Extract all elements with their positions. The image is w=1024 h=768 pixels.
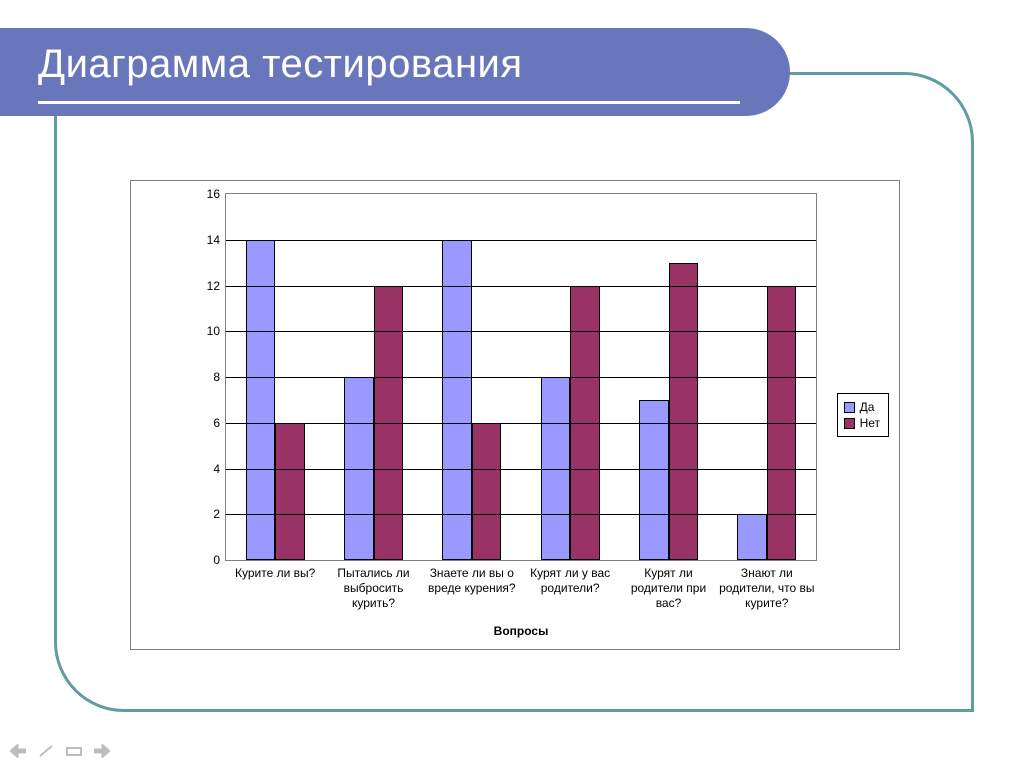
gridline xyxy=(226,240,816,241)
y-tick-label: 10 xyxy=(207,324,220,338)
y-tick-label: 8 xyxy=(213,370,220,384)
gridline xyxy=(226,377,816,378)
gridline xyxy=(226,286,816,287)
bar xyxy=(246,240,276,560)
menu-icon[interactable] xyxy=(66,744,82,758)
x-category-label: Знаете ли вы о вреде курения? xyxy=(423,566,521,596)
prev-slide-icon[interactable] xyxy=(10,744,26,758)
y-tick-label: 14 xyxy=(207,233,220,247)
gridline xyxy=(226,423,816,424)
gridline xyxy=(226,514,816,515)
y-tick-label: 0 xyxy=(213,553,220,567)
x-axis-title: Вопросы xyxy=(494,624,549,638)
legend: Да Нет xyxy=(837,393,889,437)
legend-label: Да xyxy=(860,400,875,414)
y-tick-label: 2 xyxy=(213,507,220,521)
slide-title: Диаграмма тестирования xyxy=(38,42,523,87)
plot-area: Вопросы 0246810121416Курите ли вы?Пытали… xyxy=(225,193,817,561)
nav-controls xyxy=(10,744,110,758)
x-category-label: Знают ли родители, что вы курите? xyxy=(718,566,816,611)
bar xyxy=(442,240,472,560)
y-tick-label: 16 xyxy=(207,187,220,201)
legend-swatch xyxy=(844,418,855,429)
bar xyxy=(737,514,767,560)
y-tick-label: 12 xyxy=(207,279,220,293)
chart-container: Количество человек из 20 опрошенных Вопр… xyxy=(130,180,900,650)
header-underline xyxy=(38,101,740,104)
x-category-label: Курите ли вы? xyxy=(226,566,324,581)
legend-label: Нет xyxy=(860,416,880,430)
legend-swatch xyxy=(844,402,855,413)
bar xyxy=(275,423,305,560)
y-tick-label: 6 xyxy=(213,416,220,430)
x-category-label: Курят ли родители при вас? xyxy=(619,566,717,611)
bar xyxy=(472,423,502,560)
chart-inner: Количество человек из 20 опрошенных Вопр… xyxy=(195,193,817,561)
x-category-label: Пытались ли выбросить курить? xyxy=(324,566,422,611)
next-slide-icon[interactable] xyxy=(94,744,110,758)
x-category-label: Курят ли у вас родители? xyxy=(521,566,619,596)
legend-item: Нет xyxy=(844,416,880,430)
gridline xyxy=(226,469,816,470)
pen-icon[interactable] xyxy=(38,744,54,758)
gridline xyxy=(226,331,816,332)
bar xyxy=(669,263,699,560)
y-tick-label: 4 xyxy=(213,462,220,476)
bar xyxy=(639,400,669,560)
legend-item: Да xyxy=(844,400,880,414)
slide-header: Диаграмма тестирования xyxy=(0,28,790,116)
